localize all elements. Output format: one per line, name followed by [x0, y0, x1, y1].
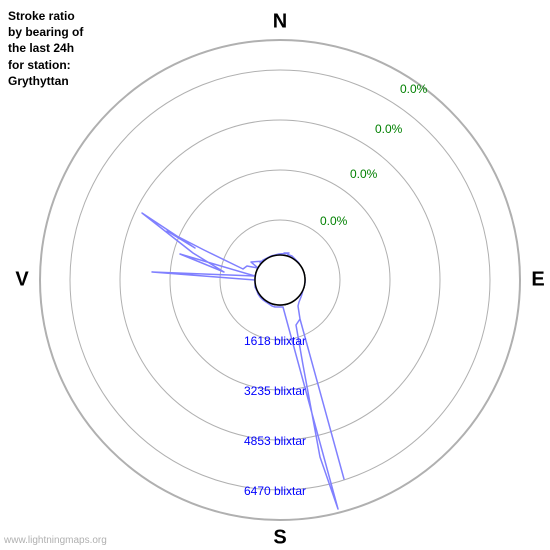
direction-label-s: S [273, 526, 286, 548]
blixtar-label: 1618 blixtar [244, 334, 306, 348]
direction-label-e: E [531, 268, 544, 290]
center-hub-top [255, 255, 305, 305]
direction-label-n: N [273, 10, 287, 32]
pct-label: 0.0% [400, 82, 428, 96]
blixtar-label: 6470 blixtar [244, 484, 306, 498]
blixtar-label: 3235 blixtar [244, 384, 306, 398]
direction-label-w: V [15, 268, 29, 290]
polar-chart: N E S V 0.0% 0.0% 0.0% 0.0% 1618 blixtar 3235 bli… [0, 0, 550, 550]
pct-label: 0.0% [375, 122, 403, 136]
blixtar-label: 4853 blixtar [244, 434, 306, 448]
pct-label: 0.0% [320, 214, 348, 228]
pct-label: 0.0% [350, 167, 378, 181]
